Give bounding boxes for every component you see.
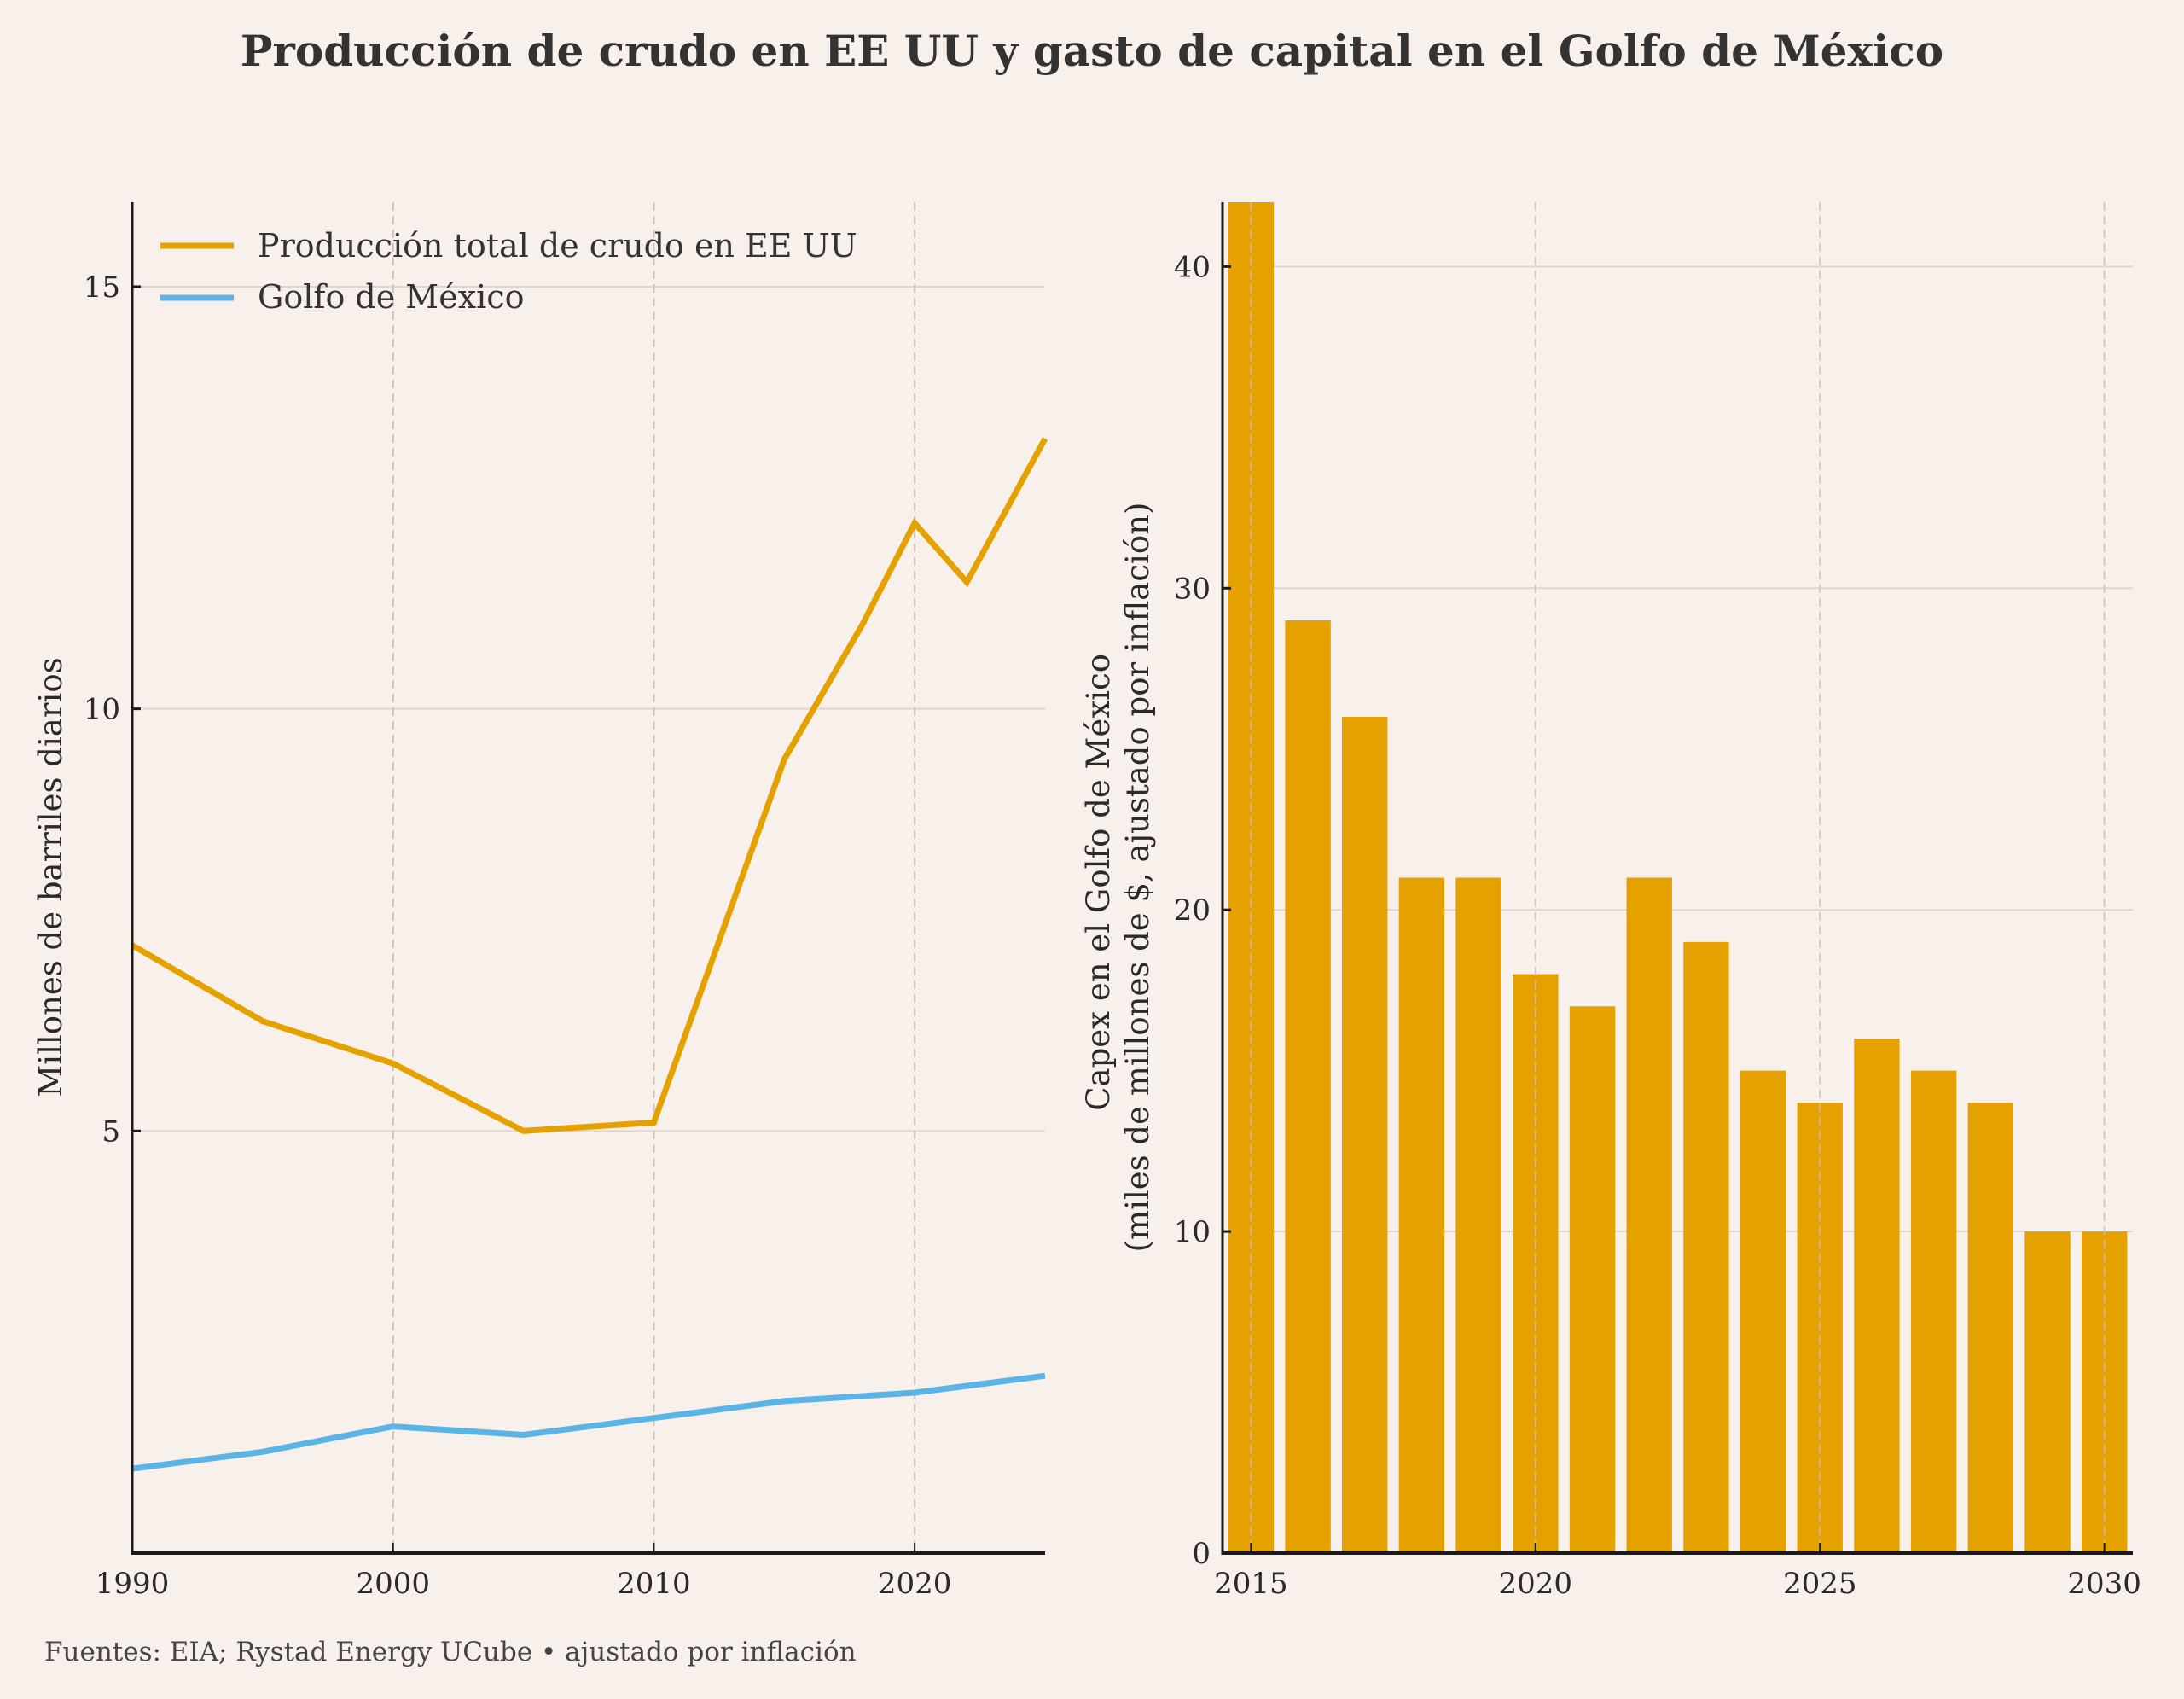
right-axes [1221,202,2133,1555]
right-y-axis-title-line-2: (miles de millones de $, ajustado por in… [1119,503,1156,1253]
left-tick-labels: 5 10 15 1990 2000 2010 2020 [84,271,952,1601]
bar-2019 [1455,877,1502,1553]
right-y-tick-label: 40 [1174,250,1211,284]
bar-2023 [1683,941,1729,1553]
right-x-tick-label: 2025 [1783,1567,1857,1601]
bar-2018 [1398,877,1445,1553]
chart-title: Producción de crudo en EE UU y gasto de … [240,26,1944,76]
right-x-tick-label: 2015 [1214,1567,1288,1601]
bar-2021 [1569,1006,1616,1553]
left-y-tick-label: 5 [102,1114,120,1149]
bar-2022 [1626,877,1672,1553]
left-y-axis-title: Millones de barriles diarios [32,657,69,1097]
bar-2027 [1910,1070,1957,1553]
right-y-axis-title-line-1: Capex en el Golfo de México [1080,654,1117,1111]
series-line-oil-production [131,437,1048,1134]
right-y-tick-label: 30 [1174,572,1211,606]
bar-2029 [2024,1231,2071,1553]
right-y-tick-label: 20 [1174,893,1211,928]
right-bars [1228,202,2128,1553]
left-grid [132,202,1045,1553]
bar-2026 [1854,1039,1900,1553]
left-series [131,437,1048,1472]
source-footnote: Fuentes: EIA; Rystad Energy UCube • ajus… [44,1637,857,1667]
legend: Producción total de crudo en EE UU Golfo… [160,227,857,316]
legend-label-gulf: Golfo de México [258,278,524,316]
bar-2016 [1285,620,1331,1553]
left-x-tick-label: 2000 [356,1567,430,1601]
production-line-chart: 5 10 15 1990 2000 2010 2020 Millones de barril… [32,202,1048,1601]
right-y-tick-label: 10 [1174,1215,1211,1249]
series-line-gulf-of-mexico [131,1372,1046,1472]
right-y-tick-label: 0 [1192,1537,1211,1571]
left-y-tick-label: 15 [84,271,120,305]
right-y-axis-title: Capex en el Golfo de México (miles de mi… [1080,503,1156,1253]
right-vertical-grid [1250,202,2106,1553]
left-y-tick-label: 10 [84,693,120,727]
bar-2024 [1740,1070,1786,1553]
left-axes [131,202,1045,1555]
left-x-tick-label: 1990 [96,1567,170,1601]
left-x-tick-label: 2010 [617,1567,691,1601]
bar-2028 [1967,1103,2013,1553]
left-x-tick-label: 2020 [878,1567,952,1601]
right-x-tick-label: 2030 [2067,1567,2141,1601]
bar-2017 [1342,717,1388,1553]
right-x-tick-label: 2020 [1499,1567,1573,1601]
legend-label-oil: Producción total de crudo en EE UU [258,227,857,265]
